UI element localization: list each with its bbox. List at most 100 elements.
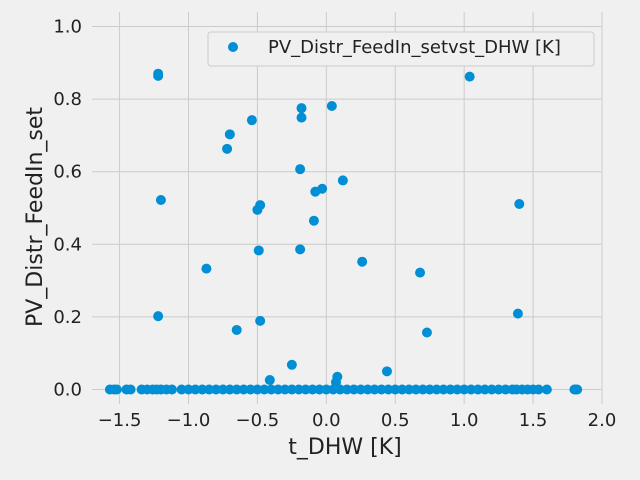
data-point bbox=[308, 215, 319, 226]
x-tick-label: 1.5 bbox=[519, 410, 548, 431]
data-point bbox=[415, 267, 426, 278]
data-point bbox=[317, 183, 328, 194]
data-point bbox=[438, 384, 449, 395]
data-point bbox=[342, 384, 352, 395]
data-point bbox=[201, 263, 212, 274]
data-point bbox=[245, 384, 256, 395]
x-tick-label: −1.0 bbox=[167, 410, 211, 431]
data-point bbox=[369, 384, 380, 395]
y-tick-label: 0.6 bbox=[53, 162, 82, 183]
data-point bbox=[286, 384, 297, 395]
data-point bbox=[321, 384, 332, 395]
data-point bbox=[190, 384, 201, 395]
data-point bbox=[383, 384, 394, 395]
data-point bbox=[183, 384, 194, 395]
data-point bbox=[259, 384, 270, 395]
data-point bbox=[326, 101, 337, 112]
y-tick-label: 0.2 bbox=[53, 307, 82, 328]
x-tick-label: 2.0 bbox=[588, 410, 617, 431]
y-tick-labels: 0.0 0.2 0.4 0.6 0.8 1.0 bbox=[53, 17, 82, 401]
data-point bbox=[252, 384, 263, 395]
data-point bbox=[295, 244, 306, 255]
data-point bbox=[417, 384, 428, 395]
data-point bbox=[153, 70, 164, 81]
data-point bbox=[376, 384, 387, 395]
data-point bbox=[431, 384, 442, 395]
data-point bbox=[231, 324, 242, 335]
data-point bbox=[533, 384, 544, 395]
legend-box bbox=[207, 31, 595, 67]
grid bbox=[92, 12, 603, 404]
data-point bbox=[404, 384, 415, 395]
data-point bbox=[111, 384, 122, 395]
data-point bbox=[314, 384, 325, 395]
data-point bbox=[335, 384, 346, 395]
data-point bbox=[155, 195, 166, 206]
data-point bbox=[307, 384, 318, 395]
x-tick-label: −1.5 bbox=[98, 410, 142, 431]
data-point bbox=[472, 384, 483, 395]
data-point bbox=[410, 384, 421, 395]
data-point bbox=[238, 384, 249, 395]
data-point bbox=[255, 200, 266, 211]
data-point bbox=[300, 384, 311, 395]
legend-label: PV_Distr_FeedIn_setvst_DHW [K] bbox=[268, 37, 561, 58]
data-point bbox=[445, 384, 456, 395]
data-point bbox=[466, 384, 477, 395]
data-point bbox=[296, 103, 307, 114]
data-point bbox=[357, 256, 368, 267]
data-point bbox=[459, 384, 470, 395]
data-point bbox=[328, 384, 339, 395]
legend: PV_Distr_FeedIn_setvst_DHW [K] bbox=[207, 31, 595, 67]
data-point bbox=[224, 384, 235, 395]
y-tick-label: 0.4 bbox=[53, 234, 82, 255]
data-point bbox=[337, 175, 348, 186]
data-points bbox=[104, 31, 583, 395]
data-point bbox=[222, 143, 233, 154]
x-tick-label: 0.5 bbox=[381, 410, 410, 431]
data-point bbox=[512, 308, 523, 319]
x-axis-label: t_DHW [K] bbox=[288, 435, 401, 460]
y-axis-label: PV_Distr_FeedIn_set bbox=[23, 107, 48, 327]
data-point bbox=[452, 384, 463, 395]
data-point bbox=[486, 384, 497, 395]
data-point bbox=[204, 384, 215, 395]
data-point bbox=[224, 129, 235, 140]
data-point bbox=[362, 384, 373, 395]
data-point bbox=[296, 112, 307, 123]
x-tick-label: 1.0 bbox=[450, 410, 479, 431]
data-point bbox=[421, 327, 432, 338]
data-point bbox=[541, 384, 552, 395]
data-point bbox=[255, 315, 266, 326]
data-point bbox=[217, 384, 228, 395]
data-point bbox=[231, 384, 242, 395]
data-point bbox=[211, 384, 222, 395]
data-point bbox=[381, 366, 392, 377]
data-point bbox=[500, 384, 511, 395]
data-point bbox=[479, 384, 490, 395]
data-point bbox=[348, 384, 359, 395]
data-point bbox=[197, 384, 208, 395]
data-point bbox=[266, 384, 277, 395]
data-point bbox=[264, 375, 275, 386]
data-point bbox=[176, 384, 187, 395]
data-point bbox=[286, 359, 297, 370]
data-point bbox=[355, 384, 366, 395]
x-tick-labels: −1.5 −1.0 −0.5 0.0 0.5 1.0 1.5 2.0 bbox=[98, 410, 617, 431]
x-tick-label: −0.5 bbox=[236, 410, 280, 431]
data-point bbox=[293, 384, 304, 395]
data-point bbox=[153, 311, 164, 322]
data-point bbox=[493, 384, 504, 395]
data-point bbox=[279, 384, 290, 395]
data-point bbox=[273, 384, 284, 395]
data-point bbox=[424, 384, 435, 395]
data-point bbox=[464, 71, 475, 82]
y-tick-label: 0.0 bbox=[53, 379, 82, 400]
data-point bbox=[125, 384, 136, 395]
data-point bbox=[390, 384, 401, 395]
data-point bbox=[166, 384, 177, 395]
data-point bbox=[246, 115, 257, 126]
y-tick-label: 0.8 bbox=[53, 89, 82, 110]
data-point bbox=[572, 384, 583, 395]
